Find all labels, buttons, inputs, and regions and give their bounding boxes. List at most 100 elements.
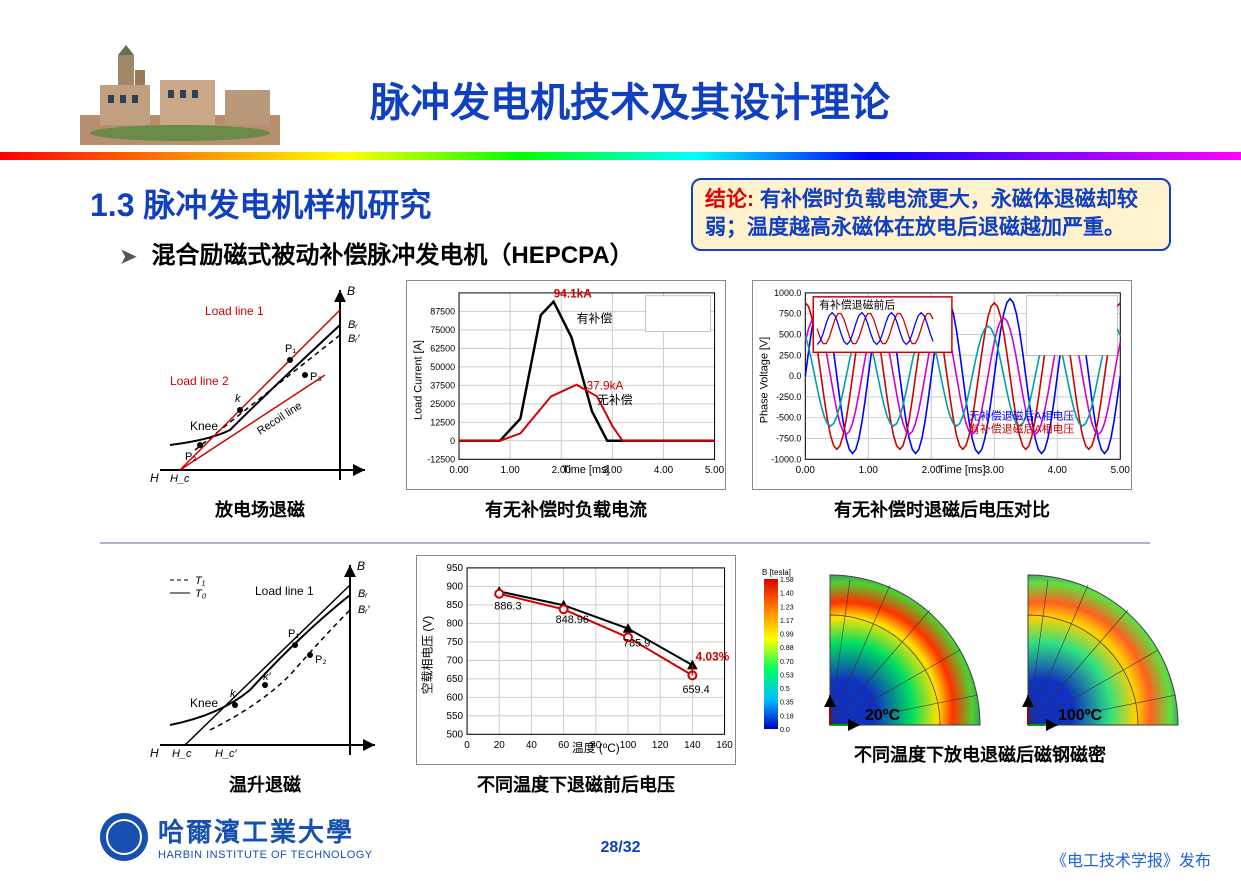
slide-header: 脉冲发电机技术及其设计理论 (0, 0, 1241, 160)
svg-text:B [tesla]: B [tesla] (762, 568, 791, 577)
svg-text:659.4: 659.4 (682, 684, 709, 696)
f3-plot: 0.001.002.003.004.005.00-1000.0-750.0-50… (752, 280, 1132, 490)
svg-text:P₂: P₂ (185, 451, 197, 463)
svg-text:Load line 1: Load line 1 (255, 584, 314, 598)
logo-badge-icon (100, 813, 148, 861)
svg-text:Time [ms]: Time [ms] (938, 464, 985, 476)
svg-text:有补偿退磁前后: 有补偿退磁前后 (819, 298, 895, 312)
svg-text:62500: 62500 (430, 343, 455, 353)
svg-text:60: 60 (558, 740, 570, 751)
f4-plot: B Bᵣ Bᵣ′ H H_c H_c′ Load line 1 Knee P₁ … (140, 555, 390, 765)
svg-text:1.58: 1.58 (780, 577, 794, 584)
svg-text:P₃: P₃ (310, 371, 322, 383)
svg-text:无补偿: 无补偿 (597, 393, 633, 407)
svg-text:0.35: 0.35 (780, 700, 794, 707)
uni-name-cn: 哈爾濱工業大學 (158, 812, 373, 849)
figure-row-2: B Bᵣ Bᵣ′ H H_c H_c′ Load line 1 Knee P₁ … (140, 555, 1198, 797)
svg-text:Load line 2: Load line 2 (170, 374, 229, 388)
svg-text:有补偿退磁后A相电压: 有补偿退磁后A相电压 (969, 422, 1074, 436)
svg-text:有补偿: 有补偿 (577, 311, 613, 325)
svg-text:0.70: 0.70 (780, 659, 794, 666)
svg-text:T₀: T₀ (195, 588, 207, 600)
figure-row-1: B Bᵣ Bᵣ′ H H_c Load line 1 Load line 2 K… (140, 280, 1132, 522)
svg-text:0.18: 0.18 (780, 713, 794, 720)
svg-text:1.17: 1.17 (780, 618, 794, 625)
fig-f3: 0.001.002.003.004.005.00-1000.0-750.0-50… (752, 280, 1132, 522)
f1-caption: 放电场退磁 (215, 496, 305, 522)
f6-caption: 不同温度下放电退磁后磁钢磁密 (854, 741, 1106, 767)
svg-text:Bᵣ: Bᵣ (358, 588, 368, 600)
svg-text:B: B (357, 559, 365, 573)
svg-text:94.1kA: 94.1kA (554, 287, 593, 301)
triangle-bullet-icon: ➤ (120, 246, 137, 268)
svg-text:4.00: 4.00 (1048, 465, 1068, 476)
svg-text:1.00: 1.00 (859, 465, 879, 476)
svg-text:0.0: 0.0 (780, 727, 790, 734)
svg-text:0: 0 (450, 436, 455, 446)
svg-text:12500: 12500 (430, 417, 455, 427)
fig-f1: B Bᵣ Bᵣ′ H H_c Load line 1 Load line 2 K… (140, 280, 380, 522)
svg-text:500: 500 (447, 729, 464, 740)
svg-text:160: 160 (716, 740, 733, 751)
svg-text:0.99: 0.99 (780, 632, 794, 639)
svg-text:700: 700 (447, 655, 464, 666)
svg-text:-500.0: -500.0 (776, 413, 801, 423)
fig-f5: 0204060801001201401605005506006507007508… (416, 555, 736, 797)
svg-text:250.0: 250.0 (779, 350, 801, 360)
svg-text:H_c: H_c (170, 473, 190, 485)
svg-text:H_c: H_c (172, 748, 192, 760)
svg-text:1.40: 1.40 (780, 591, 794, 598)
page-number: 28/32 (600, 839, 640, 857)
f6-colorbar: B [tesla] 1.58 1.40 1.23 1.17 0.99 0.88 0.70 0.… (762, 565, 802, 735)
svg-text:25000: 25000 (430, 399, 455, 409)
svg-text:140: 140 (684, 740, 701, 751)
bullet: ➤ 混合励磁式被动补偿脉冲发电机（HEPCPA） (120, 235, 634, 270)
svg-text:-12500: -12500 (427, 454, 455, 464)
svg-text:Bᵣ′: Bᵣ′ (358, 604, 370, 616)
svg-text:无补偿退磁后A相电压: 无补偿退磁后A相电压 (969, 408, 1074, 422)
svg-text:900: 900 (447, 581, 464, 592)
svg-text:850: 850 (447, 600, 464, 611)
fig-f2: 0.001.002.003.004.005.00-125000125002500… (406, 280, 726, 522)
page-title: 脉冲发电机技术及其设计理论 (370, 70, 890, 128)
svg-text:-1000.0: -1000.0 (771, 454, 801, 464)
svg-text:Load line 1: Load line 1 (205, 304, 264, 318)
svg-text:1000.0: 1000.0 (774, 288, 801, 298)
svg-text:0.00: 0.00 (449, 465, 469, 476)
svg-text:950: 950 (447, 563, 464, 574)
svg-text:40: 40 (526, 740, 538, 751)
svg-text:0.88: 0.88 (780, 645, 794, 652)
svg-text:5.00: 5.00 (705, 465, 725, 476)
conclusion-label: 结论: (705, 188, 754, 211)
svg-text:37500: 37500 (430, 380, 455, 390)
svg-text:500.0: 500.0 (779, 329, 801, 339)
svg-text:800: 800 (447, 618, 464, 629)
svg-text:1.23: 1.23 (780, 604, 794, 611)
svg-text:20ºC: 20ºC (865, 707, 901, 724)
svg-text:750: 750 (447, 637, 464, 648)
f5-caption: 不同温度下退磁前后电压 (477, 771, 675, 797)
svg-text:k′: k′ (263, 671, 272, 683)
svg-text:848.96: 848.96 (556, 614, 589, 626)
svg-text:4.00: 4.00 (654, 465, 674, 476)
svg-text:100: 100 (620, 740, 637, 751)
building-photo (80, 45, 280, 145)
f6-quarter-20C: 20ºC (820, 555, 1000, 735)
svg-text:-250.0: -250.0 (776, 392, 801, 402)
svg-text:T₁: T₁ (195, 575, 206, 587)
svg-text:P₂: P₂ (315, 654, 327, 666)
svg-text:Knee: Knee (190, 696, 218, 710)
svg-text:0: 0 (464, 740, 470, 751)
svg-text:0.5: 0.5 (780, 686, 790, 693)
svg-text:785.9: 785.9 (623, 637, 650, 649)
f6-panel: B [tesla] 1.58 1.40 1.23 1.17 0.99 0.88 0.70 0.… (762, 555, 1198, 735)
svg-text:空载相电压 (V): 空载相电压 (V) (420, 616, 434, 695)
svg-text:k: k (235, 393, 241, 405)
svg-text:0.0: 0.0 (789, 371, 801, 381)
rainbow-divider (0, 152, 1241, 160)
svg-text:120: 120 (652, 740, 669, 751)
fig-f6: B [tesla] 1.58 1.40 1.23 1.17 0.99 0.88 0.70 0.… (762, 555, 1198, 797)
svg-text:5.00: 5.00 (1111, 465, 1131, 476)
svg-text:37.9kA: 37.9kA (586, 379, 623, 393)
svg-text:0.53: 0.53 (780, 672, 794, 679)
